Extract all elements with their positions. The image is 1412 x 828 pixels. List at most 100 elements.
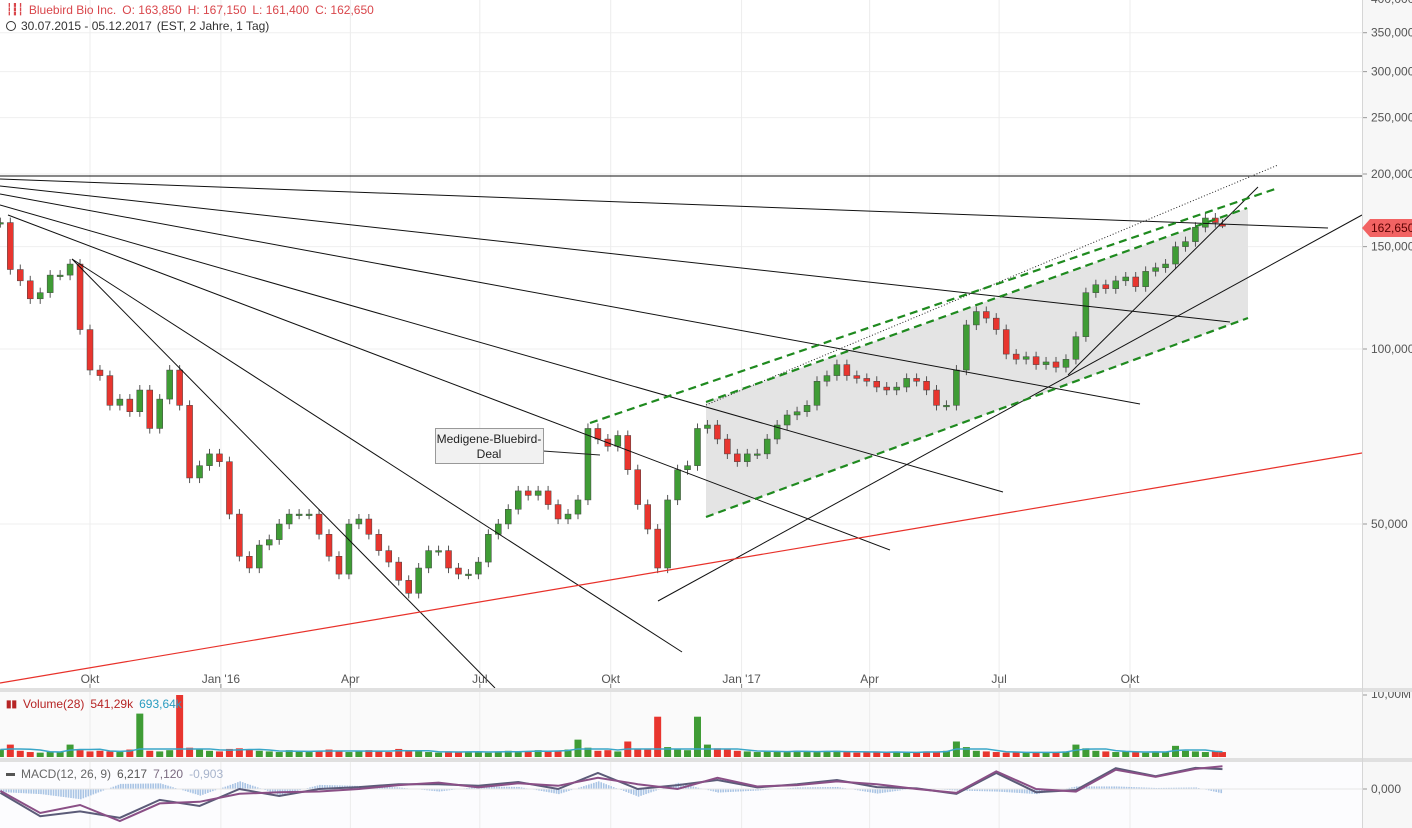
x-tick-label: Okt <box>601 672 620 686</box>
volume-bar <box>156 751 164 757</box>
volume-bar <box>942 750 950 757</box>
macd-histogram-bar <box>468 787 471 789</box>
trend-line <box>657 214 1362 602</box>
volume-bar <box>1092 750 1100 757</box>
x-tick-label: Okt <box>81 672 100 686</box>
pane-separator[interactable] <box>0 758 1412 762</box>
macd-histogram-bar <box>737 789 740 792</box>
macd-histogram-bar <box>129 783 132 789</box>
candle <box>923 381 930 391</box>
macd-histogram-bar <box>692 786 695 789</box>
volume-bar <box>365 750 373 757</box>
macd-histogram-bar <box>680 783 682 789</box>
candlestick-icon[interactable]: ┆┇┆ <box>6 4 24 16</box>
macd-histogram-bar <box>954 789 956 791</box>
date-range[interactable]: 30.07.2015 - 05.12.2017 <box>21 19 152 33</box>
macd-histogram-bar <box>241 782 244 789</box>
candle <box>295 513 303 516</box>
macd-histogram-bar <box>600 782 603 789</box>
y-axis[interactable]: 400,000 350,000 300,000 250,000 200,000 150,0… <box>1362 0 1412 531</box>
volume-bar <box>1062 751 1070 757</box>
candle <box>236 513 243 557</box>
candle <box>1092 284 1100 293</box>
volume-bar <box>146 750 154 757</box>
macd-histogram-bar <box>194 789 197 795</box>
macd-histogram-bar <box>326 785 329 789</box>
clock-icon[interactable] <box>6 21 16 31</box>
macd-histogram-bar <box>1163 787 1165 789</box>
volume-bar <box>166 750 174 757</box>
macd-histogram-bar <box>122 783 124 789</box>
candle <box>544 490 552 505</box>
pane-separator[interactable] <box>0 688 1412 692</box>
macd-histogram-bar <box>289 789 291 793</box>
macd-histogram-bar <box>117 784 120 789</box>
support-line-red <box>0 452 1362 684</box>
candle <box>1052 361 1060 368</box>
candle <box>704 424 711 429</box>
macd-histogram-bar <box>15 789 17 793</box>
candle <box>913 378 920 382</box>
candle <box>395 561 402 581</box>
macd-histogram-bar <box>471 787 473 789</box>
volume-bar <box>206 750 214 757</box>
macd-histogram-bar <box>428 789 431 791</box>
volume-bar <box>96 750 104 757</box>
macd-histogram-bar <box>513 786 515 789</box>
candle <box>76 263 84 330</box>
macd-histogram-bar <box>856 789 859 791</box>
macd-histogram-bar <box>224 786 227 789</box>
macd-histogram-bar <box>274 789 276 794</box>
macd-histogram-bar <box>754 789 757 791</box>
candle <box>435 550 442 553</box>
macd-histogram-bar <box>446 789 448 791</box>
macd-histogram-bar <box>874 789 877 794</box>
candle <box>893 386 900 391</box>
volume-bar <box>454 752 462 757</box>
macd-histogram-bar <box>1150 787 1153 789</box>
drawings-layer <box>706 208 1248 517</box>
candle <box>534 490 542 496</box>
macd-histogram-bar <box>152 783 154 789</box>
macd-histogram-bar <box>543 789 545 792</box>
macd-histogram-bar <box>1165 787 1168 789</box>
bar-chart-icon[interactable]: ▮▮ <box>6 698 18 710</box>
candle <box>246 556 253 569</box>
macd-histogram-bar <box>560 789 563 794</box>
volume-bar <box>245 749 253 757</box>
macd-histogram-bar <box>204 789 207 794</box>
candle <box>813 381 821 406</box>
volume-bar <box>803 751 811 757</box>
volume-bar <box>992 752 1000 757</box>
macd-histogram-bar <box>209 789 212 793</box>
macd-histogram-bar <box>1095 786 1098 789</box>
line-icon[interactable] <box>6 772 15 776</box>
macd-histogram-bar <box>1160 787 1163 789</box>
macd-histogram-bar <box>819 787 822 789</box>
macd-histogram-bar <box>199 789 202 796</box>
macd-histogram-bar <box>879 789 881 794</box>
volume-bar <box>375 751 383 757</box>
y-tick-label: 200,000 <box>1371 167 1412 181</box>
candle <box>514 490 522 510</box>
macd-histogram-bar <box>1011 789 1013 793</box>
macd-histogram-bar <box>597 781 600 789</box>
macd-histogram-bar <box>237 782 239 789</box>
macd-histogram-bar <box>555 789 558 794</box>
volume-bar <box>345 752 353 757</box>
macd-histogram-bar <box>139 783 142 789</box>
candle <box>753 453 761 456</box>
macd-histogram-bar <box>1073 786 1076 789</box>
macd-histogram-bar <box>1125 786 1128 789</box>
macd-histogram-bar <box>866 789 869 792</box>
macd-histogram-bar <box>672 784 675 789</box>
volume-bar <box>464 751 472 757</box>
macd-histogram-bar <box>495 786 498 789</box>
candle <box>355 518 363 525</box>
deal-annotation[interactable]: Medigene-Bluebird- Deal <box>435 428 601 464</box>
volume-bar <box>255 750 263 757</box>
candle <box>0 222 4 225</box>
macd-histogram-bar <box>162 784 164 789</box>
macd-histogram-bar <box>47 789 50 796</box>
